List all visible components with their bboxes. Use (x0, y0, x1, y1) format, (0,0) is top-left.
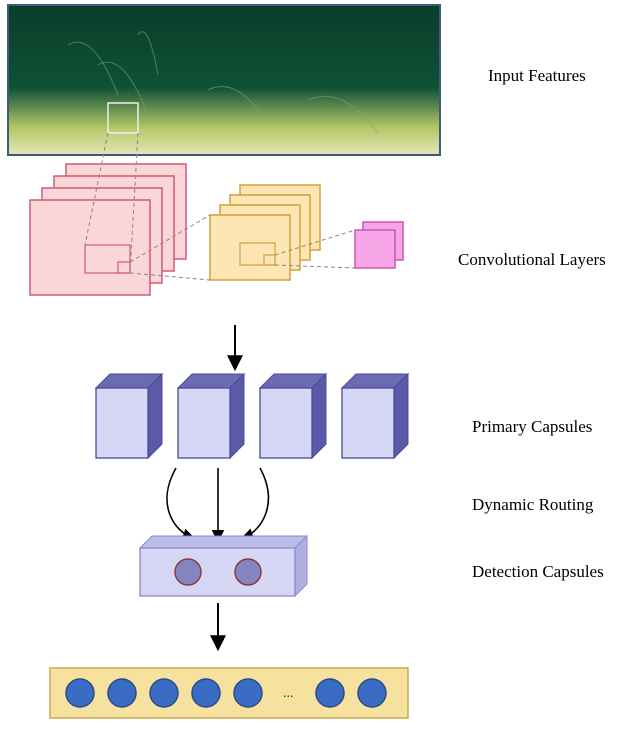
output-node (358, 679, 386, 707)
routing-arrow (243, 468, 268, 538)
ellipsis: ... (283, 686, 294, 701)
output-node (316, 679, 344, 707)
output-node (234, 679, 262, 707)
output-vector (50, 668, 408, 718)
conv-feature-map (210, 215, 290, 280)
conv-feature-map (30, 200, 150, 295)
label-input-features: Input Features (488, 66, 586, 86)
label-primary-capsules: Primary Capsules (472, 417, 592, 437)
output-node (108, 679, 136, 707)
diagram-canvas: ... Input Features Convolutional Layers … (0, 0, 640, 736)
output-node (192, 679, 220, 707)
label-conv-layers: Convolutional Layers (458, 250, 606, 270)
label-dynamic-routing: Dynamic Routing (472, 495, 593, 515)
detection-capsule (235, 559, 261, 585)
spectrogram (8, 5, 440, 155)
routing-arrow (167, 468, 193, 538)
output-node (150, 679, 178, 707)
output-node (66, 679, 94, 707)
detection-capsule (175, 559, 201, 585)
diagram-svg: ... (0, 0, 640, 736)
label-detection-capsules: Detection Capsules (472, 562, 604, 582)
conv-feature-map (355, 230, 395, 268)
